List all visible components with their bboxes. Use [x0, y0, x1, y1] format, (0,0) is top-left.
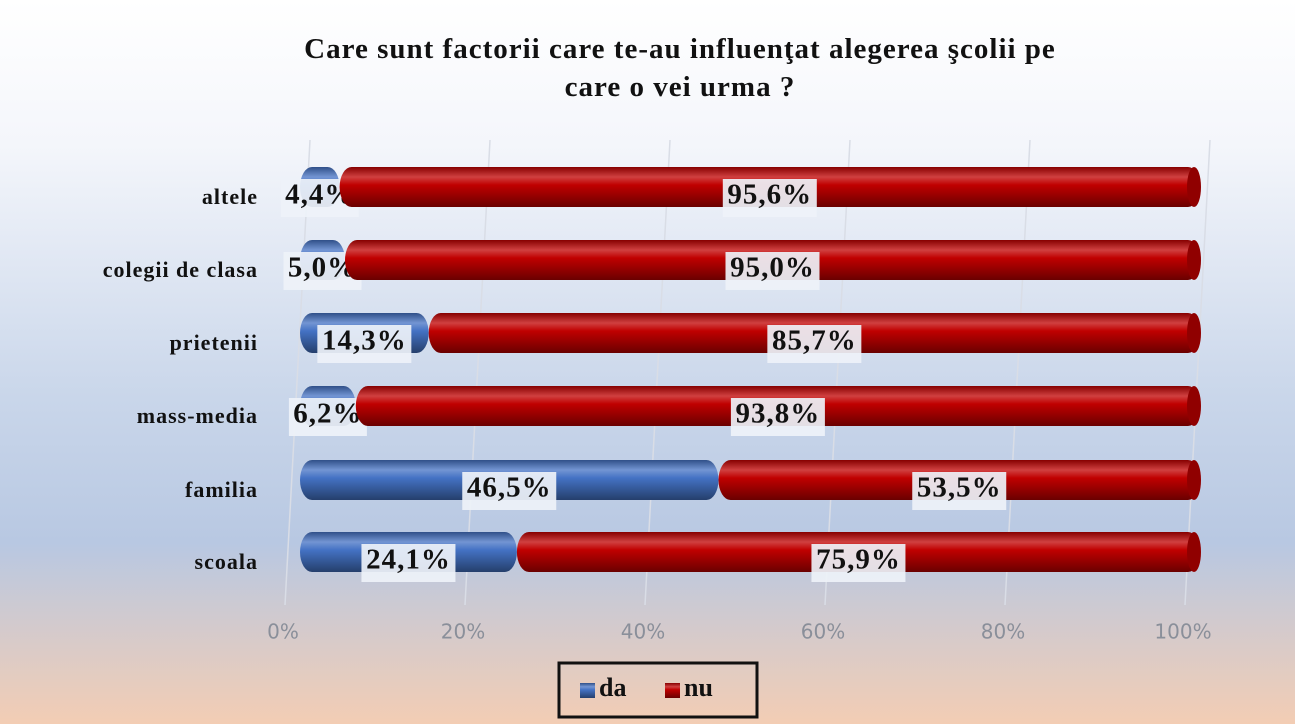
value-label: 53,5% [917, 472, 1002, 504]
category-label: altele [202, 184, 258, 209]
grid-line [1184, 139, 1211, 606]
x-tick-label: 0% [267, 620, 299, 644]
bar-cap [1187, 460, 1201, 500]
category-label: familia [185, 477, 258, 502]
bar-cap [1187, 386, 1201, 426]
category-label: colegii de clasa [103, 257, 258, 282]
value-label-box [725, 252, 820, 290]
value-label: 14,3% [322, 325, 407, 357]
value-label-box [767, 325, 862, 363]
value-label: 5,0% [288, 252, 357, 284]
value-label-box [912, 472, 1007, 510]
bar-cap [1187, 240, 1201, 280]
chart-title: Care sunt factorii care te-au influenţat… [304, 33, 1056, 103]
value-label-box [462, 472, 557, 510]
legend-box [557, 661, 759, 719]
legend-label: nu [684, 673, 713, 702]
x-tick-label: 100% [1154, 620, 1211, 644]
legend-swatch [665, 683, 680, 698]
bar-cap [1187, 313, 1201, 353]
grid-line [1004, 139, 1031, 606]
bar-cap [1187, 532, 1201, 572]
value-label: 95,6% [727, 179, 812, 211]
grid-line [464, 139, 491, 606]
value-label-box [361, 544, 456, 582]
value-label: 93,8% [736, 398, 821, 430]
category-label: prietenii [170, 330, 258, 355]
value-label-box [288, 398, 367, 436]
value-label-box [317, 325, 412, 363]
value-label-box [811, 544, 906, 582]
value-label: 75,9% [816, 544, 901, 576]
x-tick-label: 20% [441, 620, 485, 644]
category-label: mass-media [137, 403, 258, 428]
value-label-box [730, 398, 825, 436]
value-label: 6,2% [293, 398, 362, 430]
x-tick-label: 40% [621, 620, 665, 644]
grid-line [644, 139, 671, 606]
grid-line [284, 139, 311, 606]
value-label: 24,1% [366, 544, 451, 576]
legend-swatch [580, 683, 595, 698]
legend-label: da [599, 673, 626, 702]
x-tick-label: 80% [981, 620, 1025, 644]
bar-cap [1187, 167, 1201, 207]
value-label: 46,5% [467, 472, 552, 504]
value-label-box [722, 179, 817, 217]
x-tick-label: 60% [801, 620, 845, 644]
grid-line [824, 139, 851, 606]
value-label: 95,0% [730, 252, 815, 284]
value-label: 85,7% [772, 325, 857, 357]
category-label: scoala [195, 549, 258, 574]
